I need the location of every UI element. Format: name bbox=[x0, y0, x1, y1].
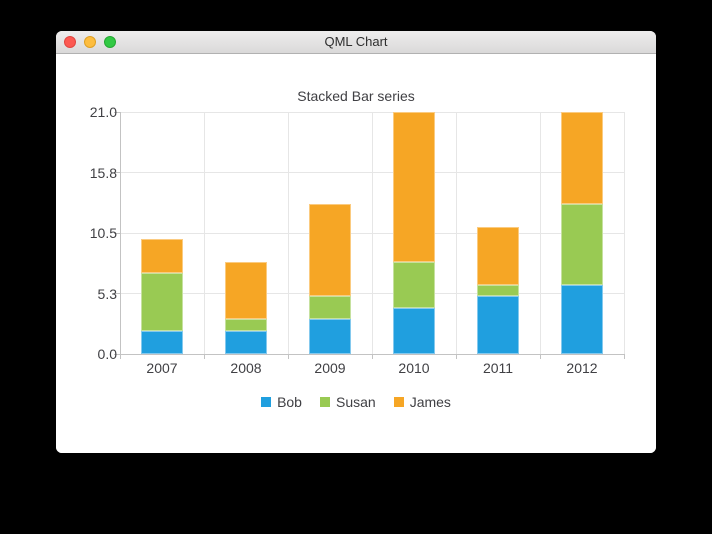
bar-segment-james-2010 bbox=[393, 112, 435, 262]
bar-segment-susan-2007 bbox=[141, 273, 183, 331]
chart-title: Stacked Bar series bbox=[297, 88, 415, 104]
bar-segment-bob-2007 bbox=[141, 330, 183, 354]
x-tick-label-2010: 2010 bbox=[398, 360, 430, 376]
bar-2008 bbox=[225, 261, 267, 354]
legend-marker-james-icon bbox=[393, 397, 404, 407]
gridline-vertical bbox=[539, 112, 541, 354]
x-axis-labels: 2007 2008 2009 2010 2011 2012 bbox=[120, 360, 624, 376]
bar-segment-james-2011 bbox=[477, 227, 519, 285]
bar-2007 bbox=[141, 238, 183, 354]
bar-segment-james-2008 bbox=[225, 261, 267, 320]
x-axis-tick bbox=[287, 355, 289, 359]
y-axis-labels: 21.0 15.8 10.5 5.3 0.0 bbox=[56, 104, 117, 362]
x-tick-label-2007: 2007 bbox=[146, 360, 178, 376]
y-tick-label-21.0: 21.0 bbox=[89, 104, 117, 120]
x-axis-tick bbox=[119, 355, 121, 359]
x-axis-tick bbox=[203, 355, 205, 359]
y-tick-label-10.5: 10.5 bbox=[89, 225, 117, 241]
legend-label-bob: Bob bbox=[277, 394, 302, 410]
legend-marker-bob-icon bbox=[261, 397, 272, 407]
close-button[interactable] bbox=[64, 36, 76, 48]
legend-label-james: James bbox=[409, 394, 451, 410]
app-window: QML Chart Stacked Bar series 21.0 15.8 10.… bbox=[56, 31, 656, 453]
bar-segment-susan-2009 bbox=[309, 296, 351, 320]
plot-area bbox=[114, 111, 625, 359]
bar-2011 bbox=[477, 227, 519, 354]
legend: Bob Susan James bbox=[56, 393, 656, 411]
bar-segment-susan-2011 bbox=[477, 284, 519, 297]
bar-segment-susan-2012 bbox=[561, 204, 603, 285]
x-tick-label-2011: 2011 bbox=[482, 360, 514, 376]
chart-canvas: Stacked Bar series 21.0 15.8 10.5 5.3 0.0 20… bbox=[56, 54, 656, 453]
y-axis-tick bbox=[114, 232, 120, 234]
y-axis-tick bbox=[114, 111, 120, 113]
legend-label-susan: Susan bbox=[335, 394, 376, 410]
bar-segment-susan-2010 bbox=[393, 261, 435, 308]
bar-segment-james-2007 bbox=[141, 238, 183, 274]
gridline-vertical bbox=[203, 112, 205, 354]
bar-segment-bob-2011 bbox=[477, 296, 519, 354]
bar-segment-bob-2010 bbox=[393, 307, 435, 354]
x-tick-label-2009: 2009 bbox=[314, 360, 346, 376]
gridline-vertical bbox=[371, 112, 373, 354]
gridline-vertical bbox=[287, 112, 289, 354]
bar-2012 bbox=[561, 112, 603, 354]
bar-segment-james-2009 bbox=[309, 204, 351, 297]
y-axis-tick bbox=[114, 293, 120, 294]
y-axis-line bbox=[120, 112, 121, 355]
bar-2009 bbox=[309, 204, 351, 354]
legend-marker-susan-icon bbox=[319, 397, 330, 407]
x-axis-tick bbox=[455, 355, 457, 359]
window-title: QML Chart bbox=[324, 34, 388, 49]
y-tick-label-5.3: 5.3 bbox=[97, 285, 117, 302]
legend-item-susan: Susan bbox=[319, 394, 376, 410]
y-axis-tick bbox=[114, 353, 120, 355]
legend-item-james: James bbox=[393, 394, 451, 410]
minimize-button[interactable] bbox=[84, 36, 96, 48]
gridline-vertical bbox=[623, 112, 625, 354]
zoom-button[interactable] bbox=[104, 36, 116, 48]
x-axis-tick bbox=[371, 355, 373, 359]
y-tick-label-15.8: 15.8 bbox=[89, 164, 117, 181]
bar-2010 bbox=[393, 112, 435, 354]
x-axis-line bbox=[120, 354, 625, 355]
y-tick-label-0.0: 0.0 bbox=[97, 346, 117, 362]
window-titlebar[interactable]: QML Chart bbox=[56, 31, 656, 54]
x-tick-label-2012: 2012 bbox=[566, 360, 598, 376]
x-axis-tick bbox=[623, 355, 625, 359]
x-tick-label-2008: 2008 bbox=[230, 360, 262, 376]
y-axis-tick bbox=[114, 172, 120, 173]
bar-segment-james-2012 bbox=[561, 112, 603, 205]
bar-segment-susan-2008 bbox=[225, 319, 267, 331]
bar-segment-bob-2008 bbox=[225, 330, 267, 354]
bar-segment-bob-2012 bbox=[561, 284, 603, 354]
bar-segment-bob-2009 bbox=[309, 319, 351, 354]
legend-item-bob: Bob bbox=[261, 394, 302, 410]
x-axis-tick bbox=[539, 355, 541, 359]
gridline-vertical bbox=[455, 112, 457, 354]
